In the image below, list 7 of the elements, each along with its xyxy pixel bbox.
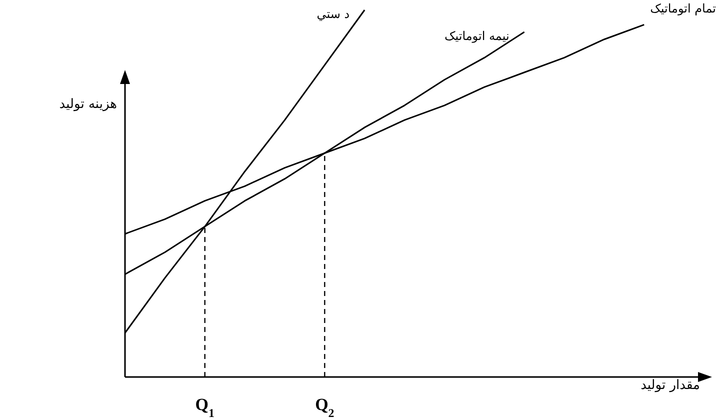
x-tick-label: Q$_{1}$ — [195, 395, 215, 420]
series-label: نیمه اتوماتیک — [444, 29, 510, 44]
x-tick-label: Q$_{2}$ — [315, 395, 334, 420]
x-axis-title: مقدار تولید — [640, 378, 700, 393]
series-label: د ستي — [316, 7, 350, 21]
series-label: تمام اتوماتیک — [650, 2, 716, 16]
y-axis-title: هزینه تولید — [59, 97, 118, 112]
